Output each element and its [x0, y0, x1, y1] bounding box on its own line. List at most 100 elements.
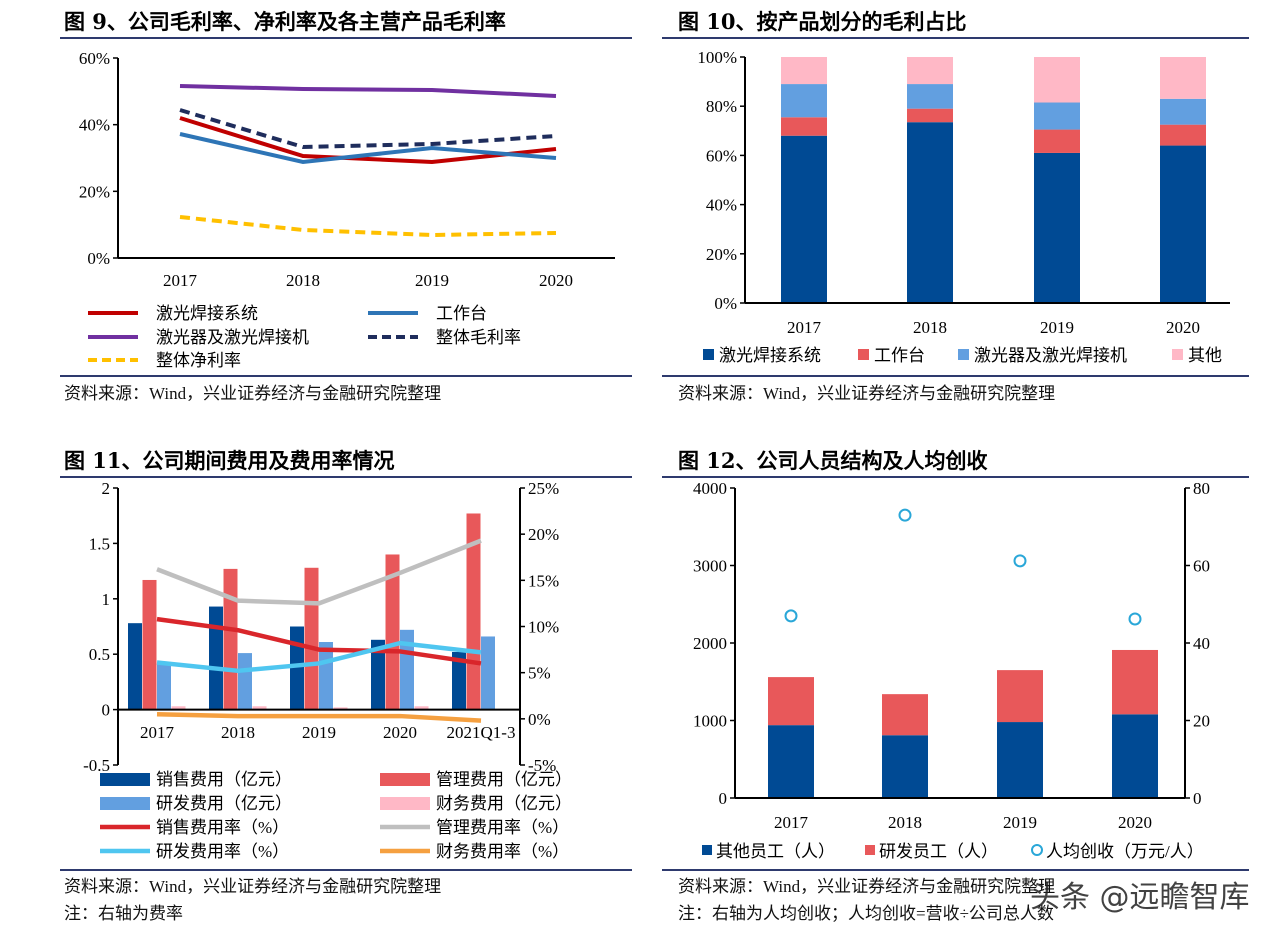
y-tick-label: 0%: [528, 710, 551, 729]
stacked-bar-segment: [907, 84, 953, 109]
x-tick-label: 2018: [221, 723, 255, 742]
stacked-bar-segment: [997, 722, 1043, 798]
series-line: [179, 108, 557, 150]
y-tick-label: 60%: [79, 49, 110, 68]
y-tick-label: 3000: [693, 557, 727, 576]
fig11-bottom-rule: [60, 869, 632, 871]
stacked-bar-segment: [781, 135, 827, 303]
bar: [452, 651, 466, 710]
bar: [223, 568, 238, 710]
y-tick-label: 0: [102, 701, 111, 720]
x-tick-label: 2020: [539, 271, 573, 290]
legend-swatch: [865, 845, 875, 855]
y-tick-label: 20%: [706, 245, 737, 264]
x-tick-label: 2017: [163, 271, 198, 290]
y-tick-label: 20%: [528, 525, 559, 544]
x-tick-label: 2019: [415, 271, 449, 290]
legend-swatch: [702, 845, 712, 855]
fig12-bottom-rule: [662, 869, 1249, 871]
bar: [209, 606, 223, 710]
legend-label: 激光焊接系统: [156, 304, 258, 323]
y-tick-label: 4000: [693, 479, 727, 498]
stacked-bar-segment: [1034, 152, 1080, 303]
y-tick-label: 40: [1193, 634, 1210, 653]
legend-label: 管理费用（亿元）: [436, 770, 572, 789]
stacked-bar-segment: [997, 670, 1043, 723]
bar: [333, 707, 348, 710]
stacked-bar-segment: [1160, 124, 1206, 146]
x-tick-label: 2017: [787, 318, 822, 337]
fig9-source: 资料来源：Wind，兴业证券经济与金融研究院整理: [64, 384, 442, 403]
bar: [128, 623, 142, 710]
y-tick-label: 60%: [706, 146, 737, 165]
fig9-title: 图 9、公司毛利率、净利率及各主营产品毛利率: [64, 9, 506, 34]
y-tick-label: 1.5: [89, 534, 110, 553]
fig12-title: 图 12、公司人员结构及人均创收: [678, 448, 988, 473]
legend-swatch: [380, 797, 430, 810]
legend-label: 财务费用（亿元）: [436, 794, 572, 813]
stacked-bar-segment: [768, 725, 814, 798]
x-tick-label: 2018: [913, 318, 947, 337]
x-tick-label: 2017: [774, 813, 809, 832]
stacked-bar-segment: [1160, 145, 1206, 303]
x-tick-label: 2020: [1118, 813, 1152, 832]
y-tick-label: 5%: [528, 664, 551, 683]
stacked-bar-segment: [907, 57, 953, 85]
y-tick-label: -5%: [528, 756, 556, 775]
legend-label: 工作台: [436, 304, 487, 323]
y-tick-label: 0: [1193, 789, 1202, 808]
y-tick-label: 10%: [528, 618, 559, 637]
fig11-note: 注：右轴为费率: [64, 904, 183, 923]
scatter-point: [1128, 612, 1142, 626]
rate-line: [156, 616, 482, 666]
legend-label: 工作台: [874, 346, 925, 365]
legend-label: 整体净利率: [156, 351, 241, 370]
stacked-bar-segment: [907, 108, 953, 123]
legend-swatch: [100, 773, 150, 786]
x-tick-label: 2019: [1003, 813, 1037, 832]
legend-label: 研发费用（亿元）: [156, 794, 292, 813]
series-line: [179, 116, 557, 165]
fig12-source: 资料来源：Wind，兴业证券经济与金融研究院整理: [678, 877, 1056, 896]
bar: [238, 653, 252, 710]
legend-label: 整体毛利率: [436, 328, 521, 347]
y-tick-label: 0: [719, 789, 728, 808]
legend-swatch: [100, 797, 150, 810]
legend-swatch: [703, 349, 714, 360]
legend-swatch: [1172, 349, 1183, 360]
y-tick-label: 20: [1193, 712, 1210, 731]
y-tick-label: 2: [102, 479, 111, 498]
x-tick-label: 2019: [1040, 318, 1074, 337]
legend-label: 激光器及激光焊接机: [156, 328, 309, 347]
stacked-bar-segment: [1034, 102, 1080, 130]
stacked-bar-segment: [1160, 98, 1206, 125]
legend-label: 研发员工（人）: [879, 842, 998, 861]
fig11-source: 资料来源：Wind，兴业证券经济与金融研究院整理: [64, 877, 442, 896]
fig11-top-rule: [60, 476, 632, 478]
bar: [385, 554, 400, 710]
legend-label: 其他员工（人）: [716, 842, 835, 861]
stacked-bar-segment: [781, 117, 827, 136]
y-tick-label: 25%: [528, 479, 559, 498]
fig10-top-rule: [662, 37, 1249, 39]
fig10-bottom-rule: [662, 375, 1249, 377]
stacked-bar-segment: [1034, 129, 1080, 153]
y-tick-label: 80%: [706, 97, 737, 116]
scatter-point: [898, 508, 912, 522]
y-tick-label: 80: [1193, 479, 1210, 498]
x-tick-label: 2019: [302, 723, 336, 742]
fig9-bottom-rule: [60, 375, 632, 377]
fig12-note: 注：右轴为人均创收；人均创收=营收÷公司总人数: [678, 904, 1054, 923]
series-line: [179, 132, 557, 165]
stacked-bar-segment: [1112, 714, 1158, 798]
stacked-bar-segment: [882, 735, 928, 798]
stacked-bar-segment: [1034, 57, 1080, 103]
x-tick-label: 2018: [286, 271, 320, 290]
y-tick-label: 20%: [79, 182, 110, 201]
watermark: 头条 @远瞻智库: [1030, 880, 1250, 915]
y-tick-label: 100%: [697, 48, 737, 67]
y-tick-label: 40%: [79, 116, 110, 135]
legend-label: 人均创收（万元/人）: [1046, 842, 1204, 861]
legend-label: 激光焊接系统: [719, 346, 821, 365]
